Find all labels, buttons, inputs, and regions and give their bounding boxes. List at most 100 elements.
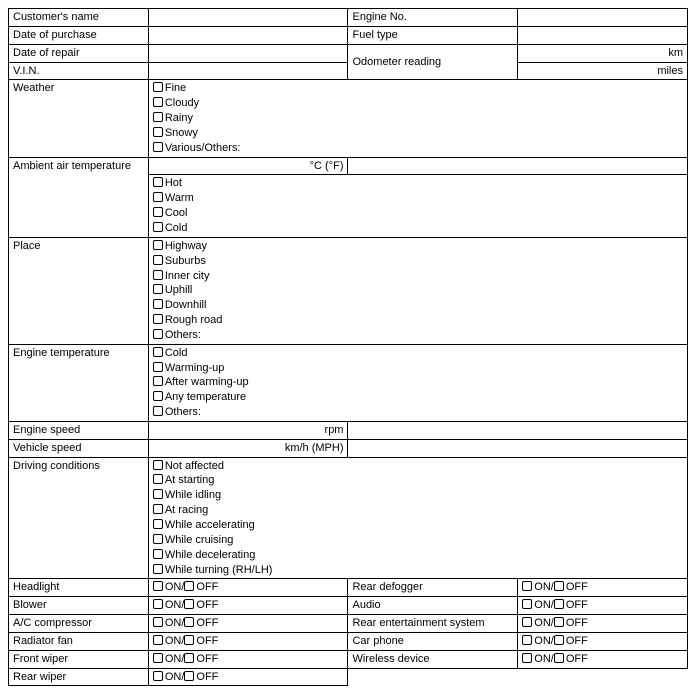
label-engtemp: Engine temperature: [9, 344, 149, 421]
options-weather: Fine Cloudy Rainy Snowy Various/Others:: [148, 80, 687, 157]
text-off: OFF: [196, 581, 218, 593]
label-date-purchase: Date of purchase: [9, 26, 149, 44]
opt-cool: Cool: [165, 207, 188, 219]
checkbox-icon[interactable]: [554, 599, 564, 609]
checkbox-icon[interactable]: [153, 474, 163, 484]
text-off: OFF: [566, 635, 588, 647]
checkbox-icon[interactable]: [153, 329, 163, 339]
label-engspeed: Engine speed: [9, 421, 149, 439]
label-date-repair: Date of repair: [9, 44, 149, 62]
checkbox-icon[interactable]: [153, 177, 163, 187]
checkbox-icon[interactable]: [522, 617, 532, 627]
checkbox-icon[interactable]: [153, 222, 163, 232]
checkbox-icon[interactable]: [554, 617, 564, 627]
label-audio: Audio: [348, 597, 518, 615]
label-rear-ent: Rear entertainment system: [348, 615, 518, 633]
value-odometer-miles[interactable]: miles: [518, 62, 688, 80]
checkbox-icon[interactable]: [153, 376, 163, 386]
opt-dc-start: At starting: [165, 474, 215, 486]
value-odometer-km[interactable]: km: [518, 44, 688, 62]
text-off: OFF: [196, 653, 218, 665]
checkbox-icon[interactable]: [153, 391, 163, 401]
checkbox-icon[interactable]: [153, 504, 163, 514]
checkbox-icon[interactable]: [554, 653, 564, 663]
value-ambient-temp[interactable]: °C (°F): [148, 157, 348, 175]
checkbox-icon[interactable]: [522, 635, 532, 645]
checkbox-icon[interactable]: [153, 406, 163, 416]
onoff-headlight: ON/OFF: [148, 579, 348, 597]
opt-uphill: Uphill: [165, 284, 193, 296]
checkbox-icon[interactable]: [153, 581, 163, 591]
checkbox-icon[interactable]: [184, 635, 194, 645]
checkbox-icon[interactable]: [153, 671, 163, 681]
value-customer-name[interactable]: [148, 9, 348, 27]
blank-rwiper: [348, 668, 688, 686]
checkbox-icon[interactable]: [153, 112, 163, 122]
value-vin[interactable]: [148, 62, 348, 80]
checkbox-icon[interactable]: [153, 635, 163, 645]
opt-suburbs: Suburbs: [165, 255, 206, 267]
value-vehspeed[interactable]: km/h (MPH): [148, 439, 348, 457]
checkbox-icon[interactable]: [184, 671, 194, 681]
label-fuel-type: Fuel type: [348, 26, 518, 44]
checkbox-icon[interactable]: [153, 347, 163, 357]
opt-rough: Rough road: [165, 314, 223, 326]
checkbox-icon[interactable]: [153, 255, 163, 265]
label-vin: V.I.N.: [9, 62, 149, 80]
checkbox-icon[interactable]: [153, 653, 163, 663]
text-off: OFF: [566, 581, 588, 593]
checkbox-icon[interactable]: [153, 489, 163, 499]
value-date-purchase[interactable]: [148, 26, 348, 44]
checkbox-icon[interactable]: [153, 519, 163, 529]
checkbox-icon[interactable]: [153, 82, 163, 92]
value-date-repair[interactable]: [148, 44, 348, 62]
checkbox-icon[interactable]: [153, 240, 163, 250]
checkbox-icon[interactable]: [153, 549, 163, 559]
checkbox-icon[interactable]: [153, 97, 163, 107]
label-vehspeed: Vehicle speed: [9, 439, 149, 457]
checkbox-icon[interactable]: [153, 270, 163, 280]
checkbox-icon[interactable]: [153, 460, 163, 470]
checkbox-icon[interactable]: [522, 653, 532, 663]
checkbox-icon[interactable]: [153, 192, 163, 202]
checkbox-icon[interactable]: [153, 314, 163, 324]
blank-ambient: [348, 157, 688, 175]
checkbox-icon[interactable]: [153, 142, 163, 152]
text-on: ON: [534, 653, 551, 665]
options-ambient: Hot Warm Cool Cold: [148, 175, 687, 237]
checkbox-icon[interactable]: [184, 599, 194, 609]
text-on: ON: [534, 617, 551, 629]
opt-dc-decel: While decelerating: [165, 549, 256, 561]
text-on: ON: [165, 653, 182, 665]
value-fuel-type[interactable]: [518, 26, 688, 44]
text-off: OFF: [196, 671, 218, 683]
opt-highway: Highway: [165, 240, 207, 252]
value-engspeed[interactable]: rpm: [148, 421, 348, 439]
checkbox-icon[interactable]: [153, 127, 163, 137]
checkbox-icon[interactable]: [153, 534, 163, 544]
checkbox-icon[interactable]: [554, 581, 564, 591]
checkbox-icon[interactable]: [153, 207, 163, 217]
onoff-rwiper: ON/OFF: [148, 668, 348, 686]
label-weather: Weather: [9, 80, 149, 157]
label-rwiper: Rear wiper: [9, 668, 149, 686]
text-on: ON: [165, 671, 182, 683]
value-engine-no[interactable]: [518, 9, 688, 27]
checkbox-icon[interactable]: [522, 581, 532, 591]
checkbox-icon[interactable]: [522, 599, 532, 609]
label-headlight: Headlight: [9, 579, 149, 597]
checkbox-icon[interactable]: [184, 617, 194, 627]
checkbox-icon[interactable]: [153, 564, 163, 574]
checkbox-icon[interactable]: [153, 617, 163, 627]
checkbox-icon[interactable]: [184, 653, 194, 663]
checkbox-icon[interactable]: [153, 284, 163, 294]
checkbox-icon[interactable]: [153, 299, 163, 309]
checkbox-icon[interactable]: [153, 599, 163, 609]
opt-others: Others:: [165, 329, 201, 341]
checkbox-icon[interactable]: [554, 635, 564, 645]
checkbox-icon[interactable]: [184, 581, 194, 591]
text-on: ON: [165, 617, 182, 629]
text-off: OFF: [196, 617, 218, 629]
opt-downhill: Downhill: [165, 299, 207, 311]
checkbox-icon[interactable]: [153, 362, 163, 372]
